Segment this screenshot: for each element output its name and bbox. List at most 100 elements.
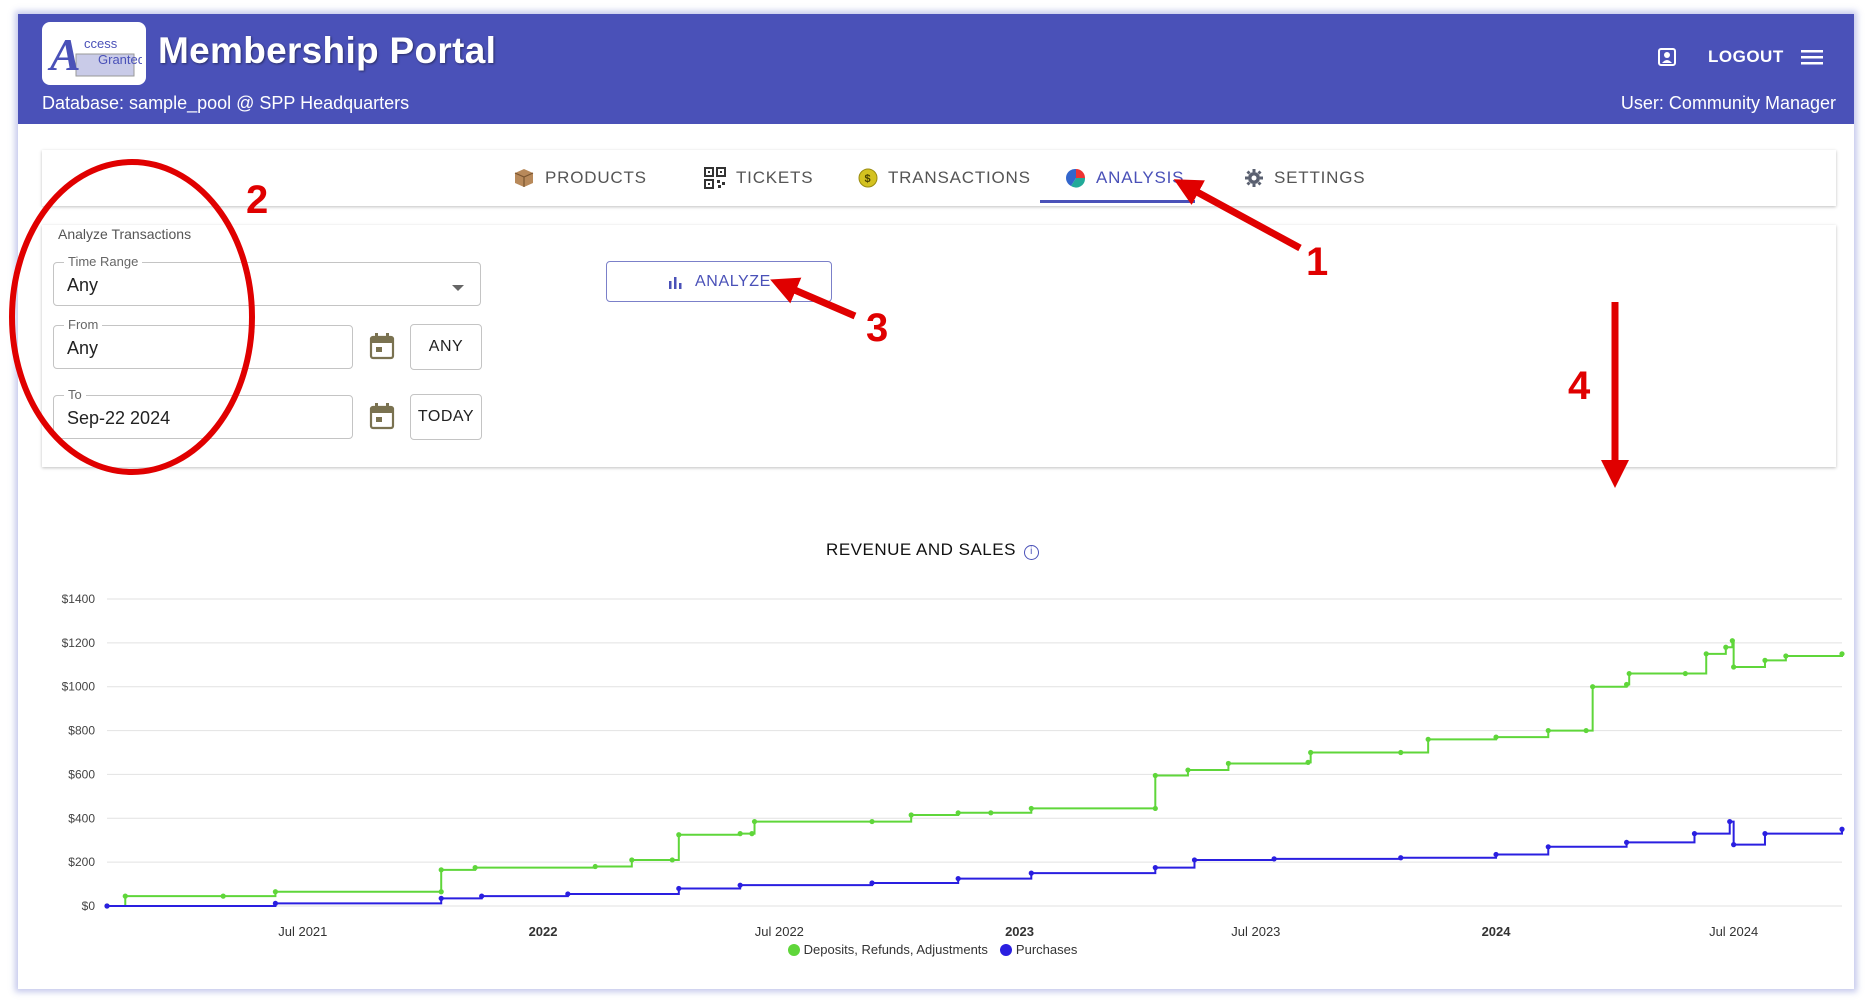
data-point <box>272 889 279 895</box>
calendar-icon[interactable] <box>369 332 395 360</box>
legend-swatch <box>787 943 800 956</box>
data-point <box>1028 870 1034 876</box>
svg-text:Granted: Granted <box>98 52 142 67</box>
tab-label: ANALYSIS <box>1096 168 1185 187</box>
data-point <box>1398 749 1404 756</box>
data-point <box>955 875 961 882</box>
tab-label: TRANSACTIONS <box>888 168 1031 187</box>
tab-settings[interactable]: SETTINGS <box>1244 150 1365 206</box>
data-point <box>629 857 635 863</box>
data-point <box>1691 831 1698 837</box>
svg-text:ccess: ccess <box>84 36 118 51</box>
tab-analysis[interactable]: ANALYSIS <box>1066 150 1184 206</box>
data-point <box>749 831 755 837</box>
data-point <box>1839 826 1845 832</box>
annotation-label-4: 4 <box>1568 364 1591 408</box>
chart-title: REVENUE AND SALES i <box>0 540 1865 560</box>
active-tab-indicator <box>1040 200 1195 203</box>
data-point <box>1731 664 1737 670</box>
data-point <box>1623 681 1630 688</box>
data-point <box>104 903 110 909</box>
y-tick-label: $400 <box>68 811 95 825</box>
legend-label: Deposits, Refunds, Adjustments <box>803 942 988 957</box>
data-point <box>1185 767 1191 773</box>
data-point <box>565 891 571 897</box>
data-point <box>438 895 444 901</box>
box-icon <box>514 169 534 187</box>
data-point <box>1727 818 1733 825</box>
x-tick-label: Jul 2022 <box>755 924 804 939</box>
data-point <box>122 893 128 899</box>
x-tick-label: Jul 2024 <box>1709 924 1758 939</box>
y-tick-label: $600 <box>68 767 95 781</box>
data-point <box>869 880 875 886</box>
x-tick-label: Jul 2021 <box>278 924 327 939</box>
data-point <box>1545 844 1551 850</box>
today-button[interactable]: TODAY <box>410 394 482 440</box>
data-point <box>676 885 682 892</box>
profile-icon[interactable] <box>1654 44 1680 70</box>
annotation-label-1: 1 <box>1306 240 1329 284</box>
user-label: User: Community Manager <box>1620 93 1836 113</box>
info-icon[interactable]: i <box>1023 545 1039 560</box>
legend-item[interactable]: Deposits, Refunds, Adjustments <box>787 942 988 957</box>
tab-label: SETTINGS <box>1274 168 1366 187</box>
data-point <box>1152 805 1158 812</box>
app-title: Membership Portal <box>158 30 497 71</box>
data-point <box>869 818 875 825</box>
tab-bar <box>42 150 1836 206</box>
tab-products[interactable]: PRODUCTS <box>513 150 647 206</box>
data-point <box>1398 855 1404 861</box>
data-point <box>1682 670 1688 677</box>
app-logo[interactable]: A ccess Granted <box>42 22 146 85</box>
data-point <box>988 810 994 816</box>
y-tick-label: $800 <box>68 724 95 738</box>
data-point <box>1623 839 1630 846</box>
y-tick-label: $200 <box>68 855 95 869</box>
data-point <box>1839 651 1845 657</box>
coin-icon: $ <box>858 168 878 188</box>
data-point <box>1729 638 1735 644</box>
pie-chart-icon <box>1066 168 1086 188</box>
data-point <box>737 831 743 837</box>
tab-tickets[interactable]: TICKETS <box>704 150 813 206</box>
app-header: A ccess Granted Membership Portal Databa… <box>18 14 1854 124</box>
chevron-down-icon <box>452 285 464 291</box>
logout-button[interactable]: LOGOUT <box>1708 47 1784 66</box>
data-point <box>479 893 485 899</box>
data-point <box>1225 760 1232 767</box>
data-point <box>1493 851 1499 858</box>
access-granted-logo-icon: A ccess Granted <box>47 27 142 80</box>
analyze-label: ANALYZE <box>695 272 771 290</box>
data-point <box>908 812 914 818</box>
data-point <box>1783 653 1789 659</box>
data-point <box>669 857 675 863</box>
legend-item[interactable]: Purchases <box>999 942 1078 957</box>
data-point <box>1590 684 1596 690</box>
data-point <box>751 818 758 825</box>
data-point <box>1545 727 1551 734</box>
y-tick-label: $1200 <box>62 636 96 650</box>
legend-label: Purchases <box>1015 942 1078 957</box>
tab-label: TICKETS <box>736 168 814 187</box>
svg-text:A: A <box>47 29 81 80</box>
data-point <box>472 865 478 871</box>
data-point <box>1626 670 1632 677</box>
hamburger-menu-icon[interactable] <box>1798 44 1826 70</box>
tab-label: PRODUCTS <box>545 168 647 187</box>
analyze-button[interactable]: ANALYZE <box>606 261 832 302</box>
data-point <box>1028 805 1034 812</box>
data-point <box>1191 857 1198 863</box>
legend-swatch <box>999 943 1012 956</box>
any-date-button[interactable]: ANY <box>410 324 482 370</box>
svg-text:$: $ <box>865 173 872 185</box>
data-point <box>1762 657 1768 664</box>
data-point <box>1703 651 1709 657</box>
annotation-label-3: 3 <box>866 306 889 350</box>
x-tick-label: 2024 <box>1482 924 1512 939</box>
data-point <box>676 832 682 838</box>
calendar-icon[interactable] <box>369 402 395 430</box>
series-line-deposits <box>107 639 1843 907</box>
tab-transactions[interactable]: $ TRANSACTIONS <box>858 150 1031 206</box>
